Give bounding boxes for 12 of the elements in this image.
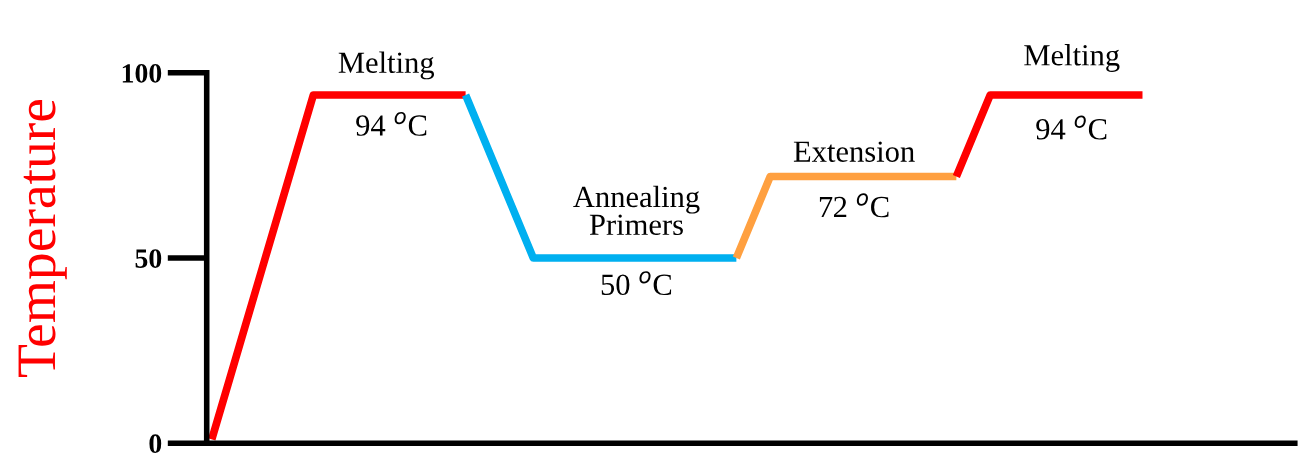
y-tick-label: 50 — [135, 249, 162, 268]
annotation: 94 $^{o}$C — [1036, 115, 1107, 140]
annotation: Extension — [793, 141, 915, 162]
text: Melting — [1024, 44, 1120, 72]
annotation: Melting — [338, 51, 435, 80]
annotation: Annealing Primers — [573, 185, 700, 236]
y-tick-label: 0 — [149, 434, 162, 454]
y-tick-label: 100 — [122, 63, 162, 83]
annotation: 94 $^{o}$C — [356, 111, 427, 136]
annotation: 72 $^{o}$C — [819, 193, 889, 218]
annotation: 50 $^{o}$C — [601, 271, 672, 296]
y-axis-title: Temperature — [18, 99, 67, 377]
